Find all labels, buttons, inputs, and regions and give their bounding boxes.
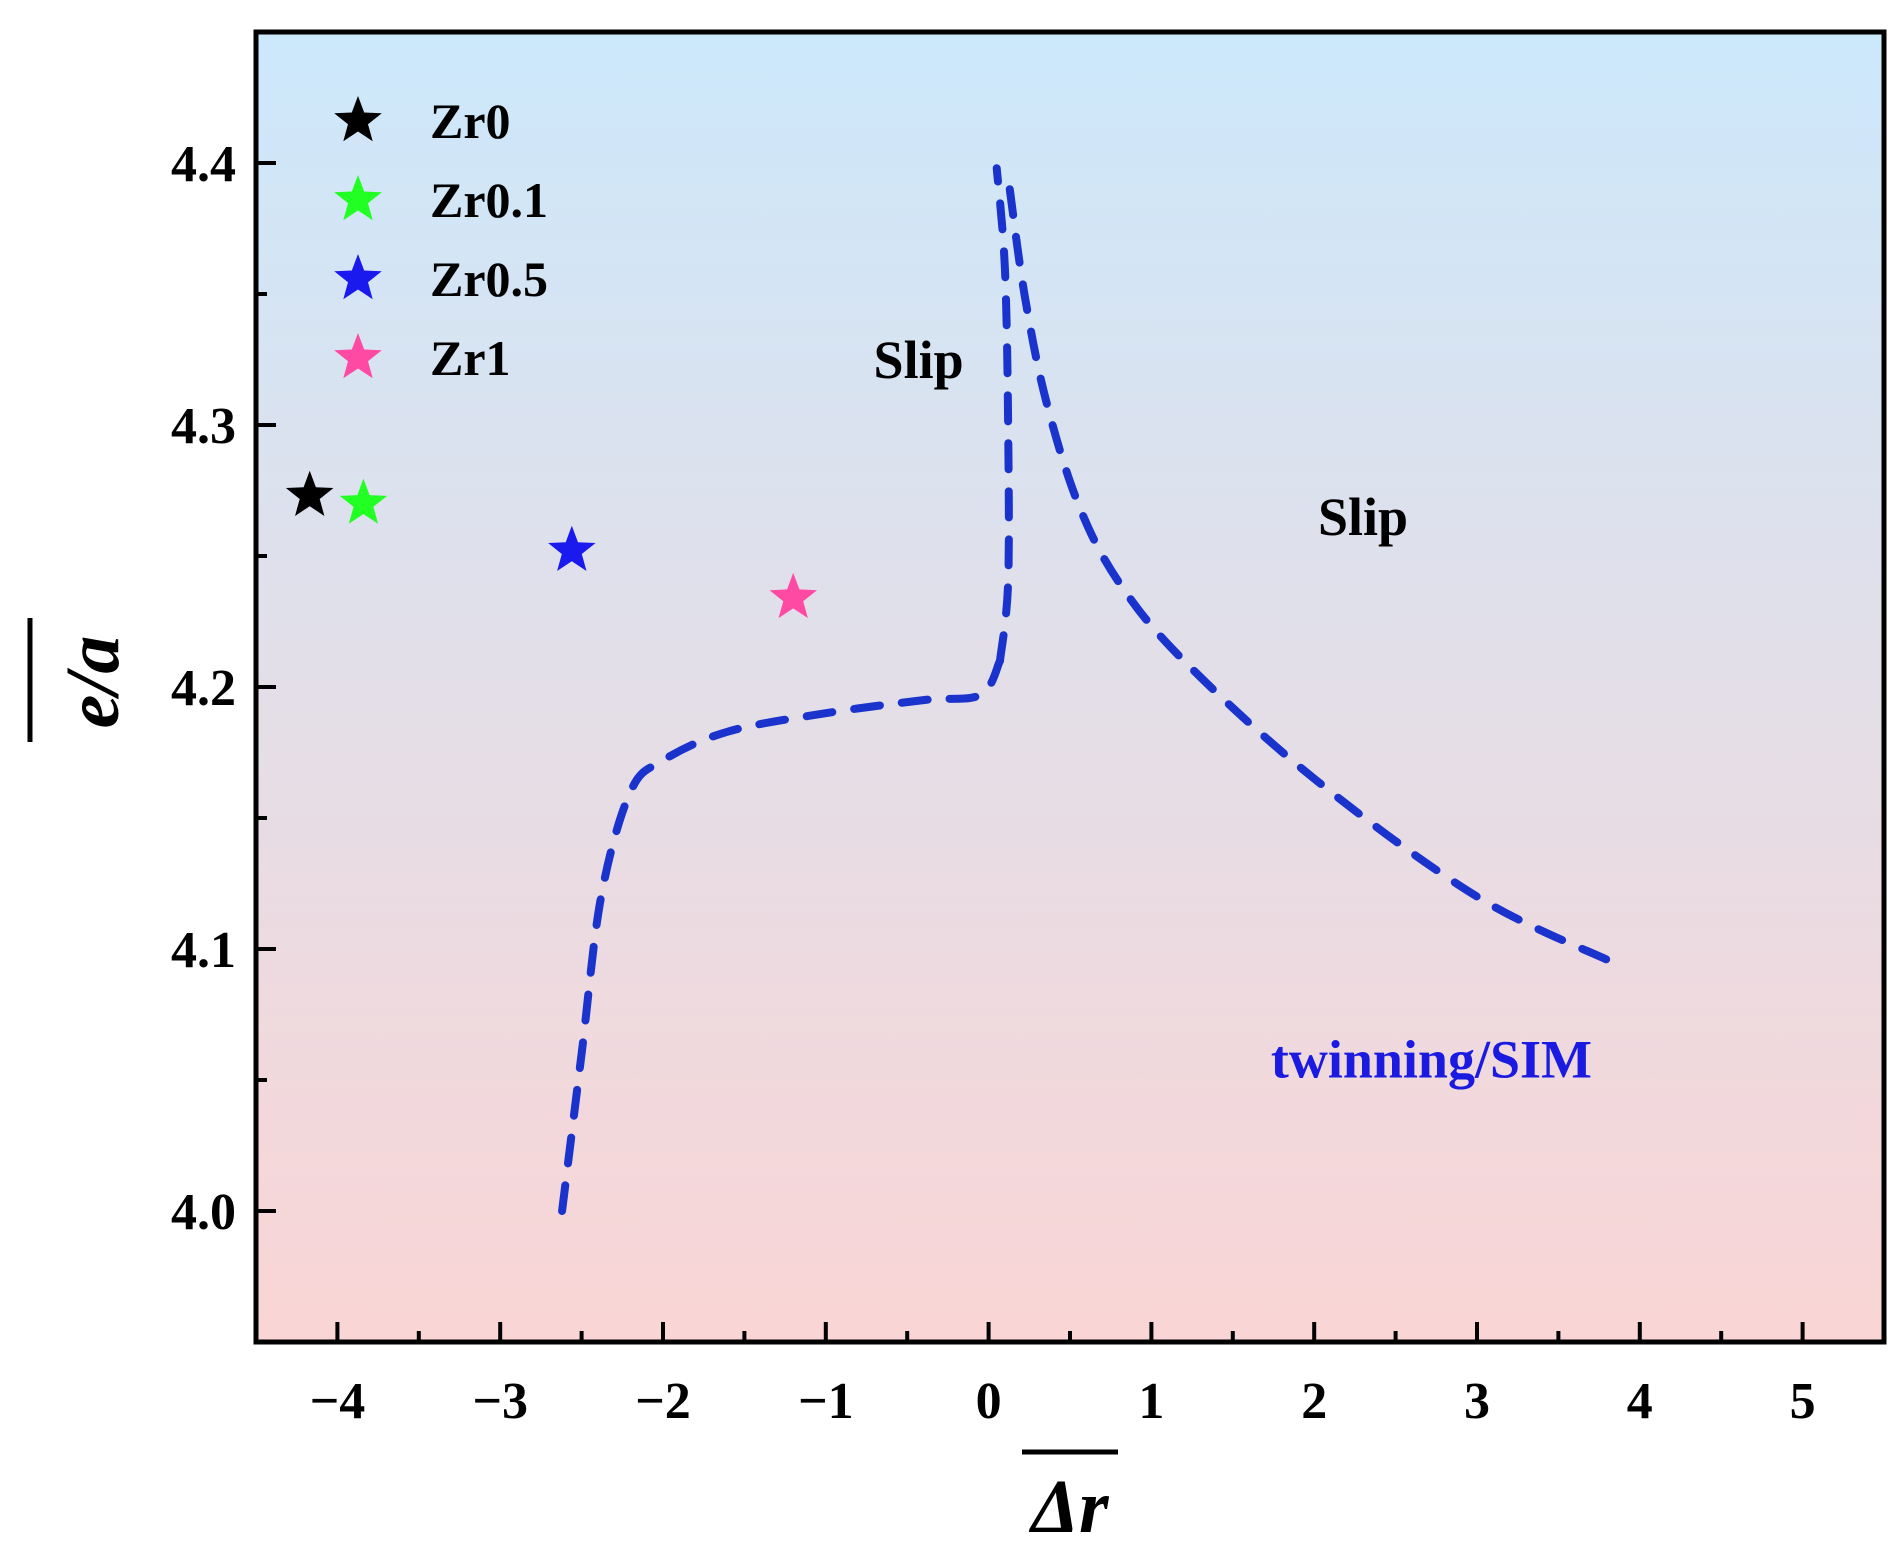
x-tick-label: 4 — [1627, 1373, 1653, 1430]
x-axis-ticks: −4 −3 −2 −1 0 1 2 3 4 5 — [254, 1322, 1886, 1430]
y-axis-title: e/a — [51, 636, 135, 729]
region-label: Slip — [874, 330, 964, 390]
star-icon — [334, 254, 382, 300]
y-tick-label: 4.4 — [171, 136, 236, 193]
star-icon — [334, 333, 382, 379]
x-tick-label: 0 — [976, 1373, 1002, 1430]
star-icon — [334, 96, 382, 142]
x-tick-label: 3 — [1464, 1373, 1490, 1430]
x-axis-title: Δr — [1028, 1465, 1110, 1549]
central-vertical-boundary — [992, 164, 1013, 665]
legend-label: Zr0.5 — [430, 251, 548, 307]
x-tick-label: 2 — [1301, 1373, 1327, 1430]
legend-label: Zr0 — [430, 93, 511, 149]
region-labels: Slip Slip twinning/SIM — [874, 330, 1592, 1090]
region-label: twinning/SIM — [1271, 1029, 1592, 1089]
x-tick-label: 5 — [1790, 1373, 1816, 1430]
region-label: Slip — [1318, 487, 1408, 547]
data-points — [285, 470, 817, 619]
x-tick-label: −4 — [310, 1373, 366, 1430]
star-icon — [334, 175, 382, 221]
data-point-zr1 — [769, 572, 817, 619]
data-point-zr0-1 — [339, 478, 388, 524]
plot-background — [256, 32, 1884, 1342]
y-tick-label: 4.0 — [171, 1184, 236, 1241]
x-tick-label: 1 — [1138, 1373, 1164, 1430]
legend-label: Zr0.1 — [430, 172, 548, 228]
boundary-lines — [558, 164, 1617, 1215]
x-tick-label: −1 — [798, 1373, 854, 1430]
y-axis-ticks: 4.0 4.1 4.2 4.3 4.4 — [171, 136, 276, 1241]
legend: Zr0 Zr0.1 Zr0.5 Zr1 — [334, 93, 548, 386]
right-boundary — [1005, 185, 1617, 967]
data-point-zr0 — [285, 470, 334, 516]
y-tick-label: 4.3 — [171, 398, 236, 455]
data-point-zr0-5 — [548, 525, 596, 571]
legend-label: Zr1 — [430, 330, 511, 386]
x-tick-label: −2 — [635, 1373, 691, 1430]
y-tick-label: 4.1 — [171, 922, 236, 979]
x-tick-label: −3 — [472, 1373, 528, 1430]
y-tick-label: 4.2 — [171, 660, 236, 717]
